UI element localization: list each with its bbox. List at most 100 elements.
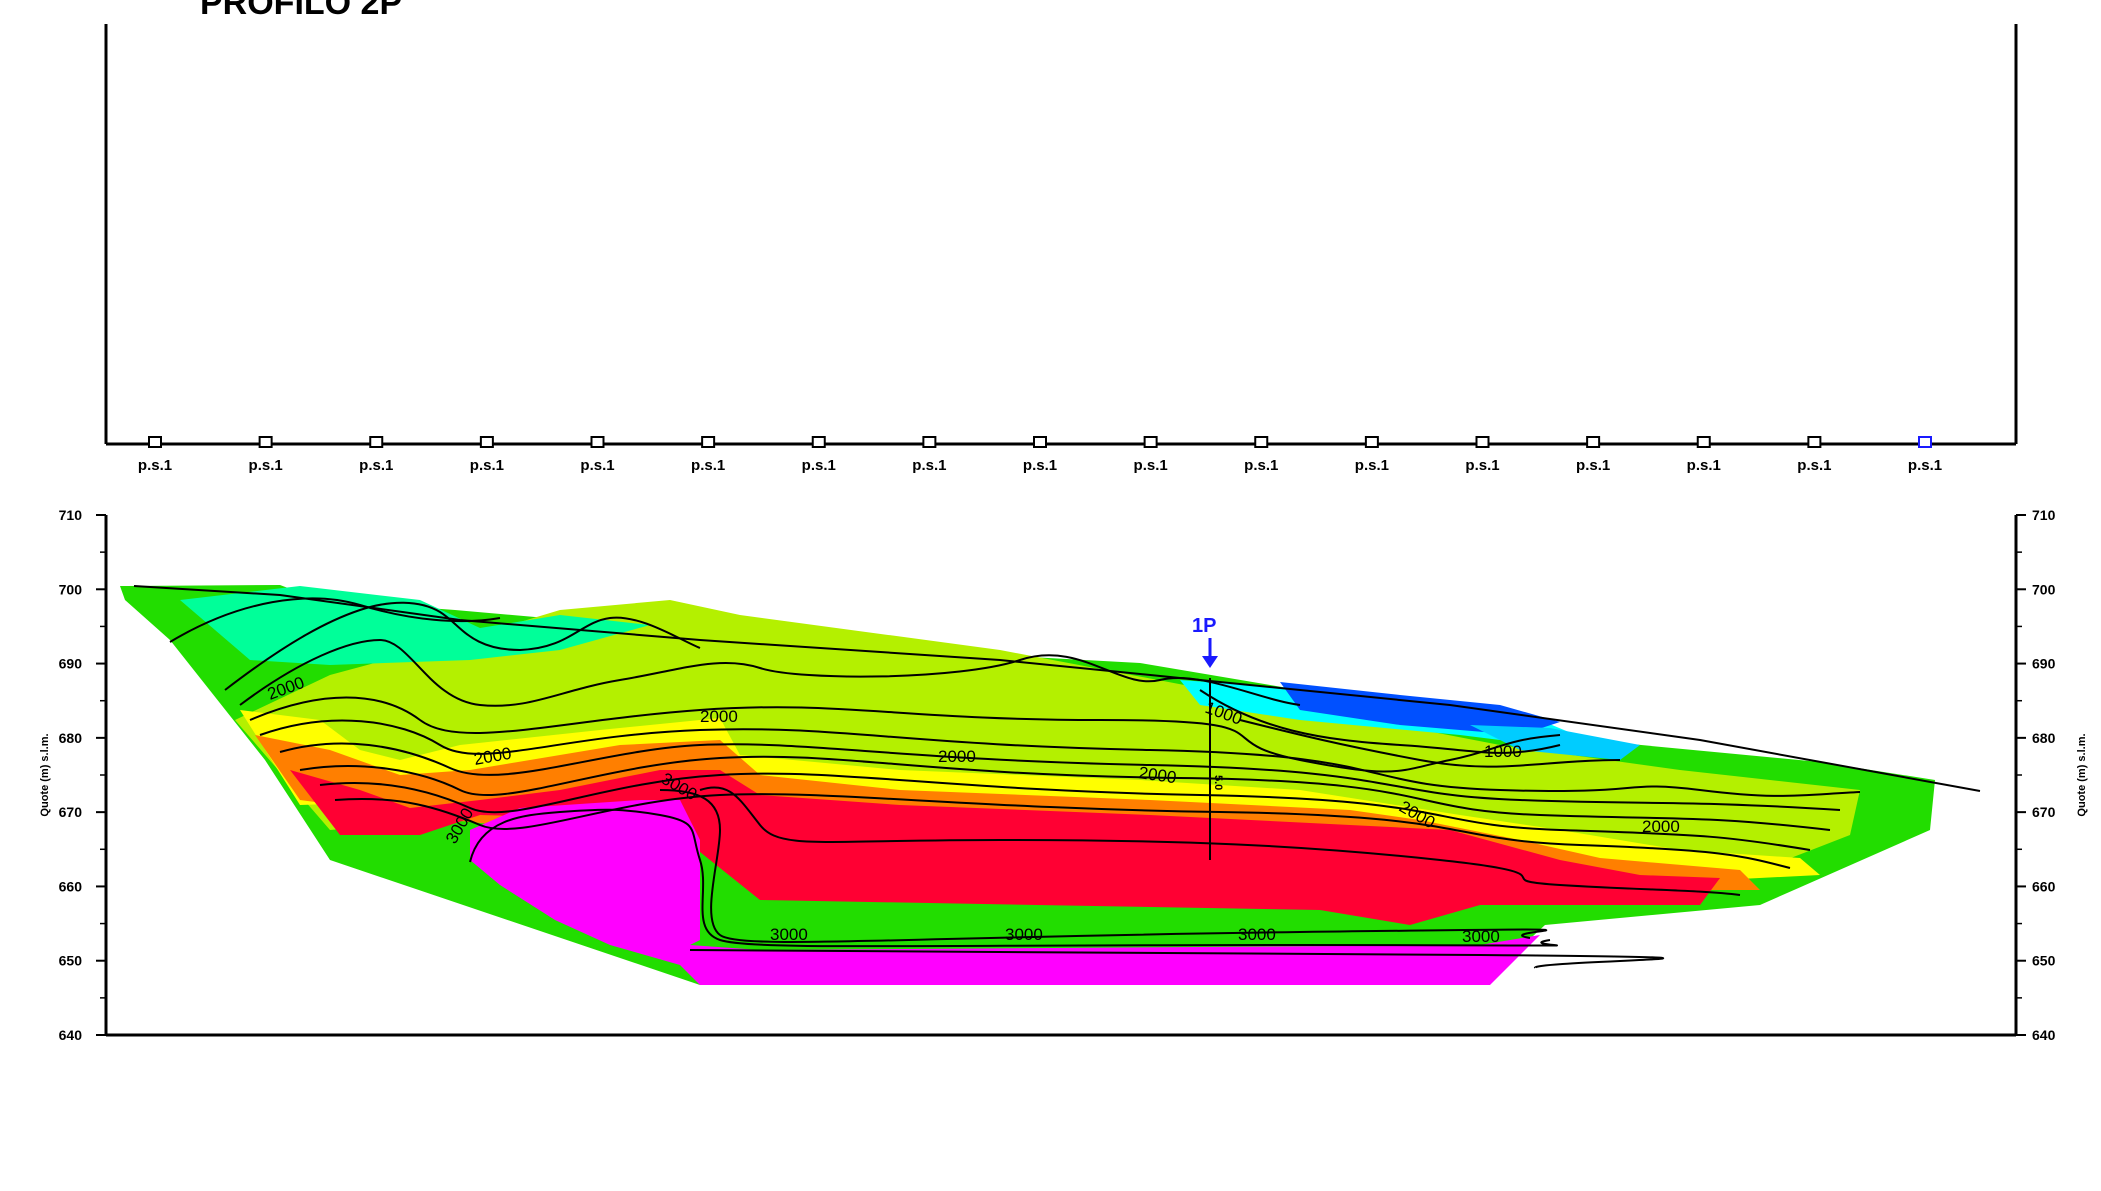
contour-line: [659, 789, 1548, 943]
survey-point: p.s.1: [1797, 436, 1831, 474]
right-axis-label: Quote (m) s.l.m.: [2076, 733, 2088, 816]
contour-line: [279, 742, 1841, 811]
right-axis-tick-label: 690: [2032, 656, 2056, 672]
contour-label: 2000: [938, 747, 976, 766]
contour-label: 1000: [1484, 742, 1522, 761]
survey-point-marker-icon: [922, 436, 937, 448]
contour-line: [224, 601, 701, 691]
survey-point-marker-icon: [1586, 436, 1601, 448]
survey-point-label: p.s.1: [912, 457, 946, 474]
contour-line: [699, 786, 1741, 896]
elevation-ticks: 710 710 700 700 690 690 680 680 670 670 660 660 650 6…: [59, 507, 2056, 1043]
survey-point-label: p.s.1: [1797, 457, 1831, 474]
contour-line: [319, 772, 1811, 851]
borehole-arrow-icon: [1202, 656, 1218, 668]
survey-point-label: p.s.1: [1687, 457, 1721, 474]
contour-label: 3000: [1005, 925, 1043, 944]
survey-points: p.s.1 p.s.1 p.s.1 p.s.1 p.s.1 p.s.1 p.s.1 p.s.1…: [138, 436, 1942, 474]
survey-point-marker-icon: [1143, 436, 1158, 448]
contour-line: [334, 793, 1791, 869]
left-axis-tick-label: 660: [59, 878, 83, 894]
survey-point-marker-icon: [590, 436, 605, 448]
profile-title: PROFILO 2P: [200, 0, 402, 22]
survey-point-marker-icon: [258, 436, 273, 448]
survey-point-label: p.s.1: [1023, 457, 1057, 474]
right-axis-tick-label: 660: [2032, 878, 2056, 894]
layer-light-blue: [1470, 725, 1640, 760]
survey-point-marker-icon: [1696, 436, 1711, 448]
left-axis-tick-label: 700: [59, 581, 83, 597]
survey-point: p.s.1: [1576, 436, 1610, 474]
contour-line: [259, 719, 1861, 797]
right-axis-tick-label: 680: [2032, 730, 2056, 746]
survey-point: p.s.1: [138, 436, 172, 474]
survey-point: p.s.1: [1244, 436, 1278, 474]
location-panel: p.s.1 p.s.1 p.s.1 p.s.1 p.s.1 p.s.1 p.s.1 p.s.1…: [104, 24, 2018, 474]
resistivity-section: 2000 2000 2000 2000 2000 2000 2000 1000 …: [39, 507, 2088, 1043]
survey-point-label: p.s.1: [1465, 457, 1499, 474]
survey-point-label: p.s.1: [691, 457, 725, 474]
left-axis-tick-label: 650: [59, 953, 83, 969]
left-axis-tick-label: 710: [59, 507, 83, 523]
survey-point: p.s.1: [580, 436, 615, 474]
survey-point-marker-icon: [1364, 436, 1379, 448]
left-axis-label: Quote (m) s.l.m.: [39, 733, 51, 816]
left-axis-tick-label: 640: [59, 1027, 83, 1043]
right-axis-tick-label: 640: [2032, 1027, 2056, 1043]
survey-point-label: p.s.1: [138, 457, 172, 474]
borehole-depth-label: 5.0: [1212, 775, 1224, 790]
survey-point-marker-icon: [701, 436, 716, 448]
survey-point-marker-icon: [1033, 436, 1047, 448]
survey-point-marker-icon: [479, 436, 494, 448]
left-axis-tick-label: 680: [59, 730, 83, 746]
contour-line: [299, 755, 1831, 831]
survey-point-label: p.s.1: [249, 457, 283, 474]
survey-point: p.s.1: [1465, 436, 1500, 474]
survey-point: p.s.1: [1023, 436, 1057, 474]
survey-point: p.s.1: [249, 436, 283, 474]
contour-line: [689, 949, 1665, 969]
contour-line: [469, 808, 1558, 948]
survey-point: p.s.1: [1355, 436, 1389, 474]
survey-point-marker-icon: [1475, 436, 1490, 448]
contour-label: 2000: [700, 707, 738, 726]
contour-label: 3000: [770, 925, 808, 944]
borehole-label: 1P: [1192, 615, 1216, 637]
survey-point-label: p.s.1: [580, 457, 614, 474]
layer-teal-west: [180, 586, 650, 665]
contour-line: [249, 696, 1561, 773]
survey-point: p.s.1: [1134, 436, 1168, 474]
ground-surface-line: [133, 585, 1981, 792]
contour-label: 3000: [1238, 925, 1276, 944]
left-axis-tick-label: 670: [59, 804, 83, 820]
survey-point-label: p.s.1: [1908, 457, 1942, 474]
survey-point: p.s.1: [359, 436, 393, 474]
contour-line: [1239, 719, 1621, 768]
contour-line: [1199, 689, 1561, 754]
survey-point-label: p.s.1: [1244, 457, 1278, 474]
survey-point-marker-icon: [811, 436, 826, 448]
survey-point-marker-icon: [1807, 436, 1822, 448]
survey-point: p.s.1: [802, 436, 836, 474]
borehole-1p: 1P 5.0: [1192, 615, 1224, 860]
right-axis-tick-label: 650: [2032, 953, 2056, 969]
contour-label: 2000: [1642, 817, 1680, 836]
contour-line: [169, 597, 501, 643]
survey-point-label: p.s.1: [802, 457, 836, 474]
right-axis-tick-label: 710: [2032, 507, 2056, 523]
survey-point: p.s.1: [691, 436, 725, 474]
survey-point-label: p.s.1: [470, 457, 504, 474]
survey-point: p.s.1: [912, 436, 946, 474]
right-axis-tick-label: 670: [2032, 804, 2056, 820]
survey-point-marker-icon: [1254, 436, 1269, 448]
survey-point-label: p.s.1: [1355, 457, 1389, 474]
survey-point: p.s.1: [1908, 436, 1942, 474]
survey-point-marker-icon: [148, 436, 162, 448]
survey-point: p.s.1: [470, 436, 504, 474]
survey-point-marker-icon: [369, 436, 384, 448]
right-axis-tick-label: 700: [2032, 581, 2056, 597]
survey-point: p.s.1: [1687, 436, 1721, 474]
contour-label: 3000: [1462, 927, 1500, 946]
survey-point-label: p.s.1: [1134, 457, 1168, 474]
